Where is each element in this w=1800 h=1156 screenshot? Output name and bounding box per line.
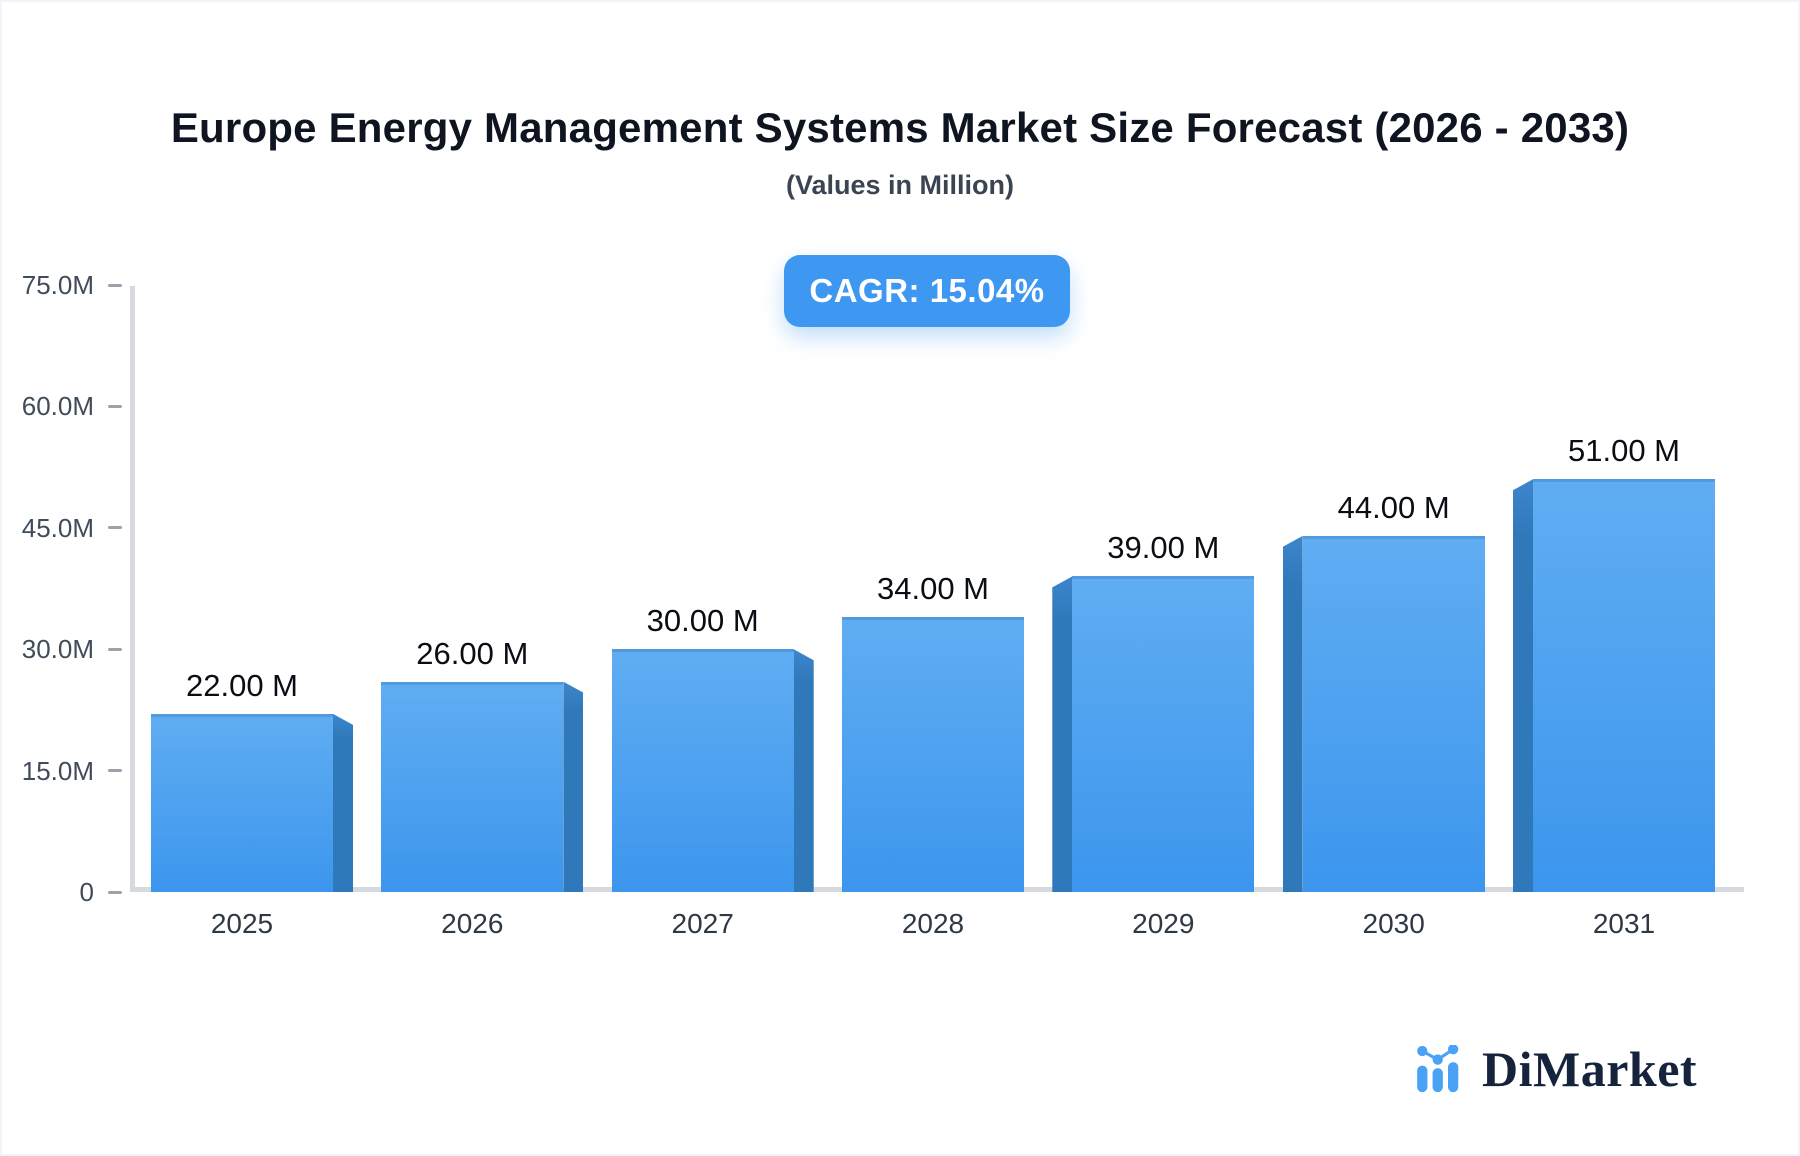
- bar-value-label: 51.00 M: [1567, 433, 1680, 469]
- bar-value-label: 30.00 M: [646, 603, 759, 639]
- bar-side-face: [333, 713, 353, 892]
- dimarket-logo: DiMarket: [1416, 1040, 1697, 1098]
- x-axis-label-2028: 2028: [901, 908, 965, 939]
- bar-2025: 22.00 M: [151, 668, 353, 892]
- bar-2031: 51.00 M: [1513, 433, 1715, 892]
- x-axis-label-2030: 2030: [1362, 908, 1425, 939]
- x-axis-label-2026: 2026: [441, 908, 504, 939]
- bar-side-face: [1282, 535, 1303, 892]
- bar-side-face: [793, 649, 814, 892]
- x-axis-label-2025: 2025: [210, 908, 274, 939]
- y-tick-mark: [108, 404, 122, 408]
- y-tick-label: 30.0M: [21, 634, 94, 665]
- bar-value-label: 44.00 M: [1337, 489, 1450, 525]
- y-tick-mark: [108, 890, 122, 894]
- y-tick-label: 15.0M: [21, 755, 94, 786]
- y-tick-label: 45.0M: [21, 512, 94, 543]
- y-tick-label: 75.0M: [21, 270, 94, 300]
- bar-face: [842, 616, 1024, 892]
- y-tick-mark: [108, 769, 122, 773]
- x-axis-label-2027: 2027: [671, 908, 734, 939]
- bar-2029: 39.00 M: [1052, 530, 1255, 892]
- y-axis-line: [130, 286, 135, 892]
- bar-value-label: 34.00 M: [876, 570, 989, 606]
- y-tick-mark: [108, 283, 122, 287]
- y-tick-label: 0: [79, 877, 94, 907]
- y-tick-mark: [108, 526, 122, 530]
- bar-2027: 30.00 M: [611, 603, 814, 892]
- bar-side-face: [1052, 576, 1073, 892]
- chart-title: Europe Energy Management Systems Market …: [170, 104, 1630, 151]
- bar-2026: 26.00 M: [381, 636, 584, 892]
- cagr-badge: CAGR: 15.04%: [784, 255, 1070, 327]
- x-axis-label-2029: 2029: [1132, 908, 1195, 939]
- y-tick-label: 60.0M: [21, 391, 94, 422]
- bar-face: [1072, 576, 1255, 892]
- bar-value-label: 22.00 M: [185, 667, 298, 703]
- bar-side-face: [563, 681, 584, 892]
- bar-2028: 34.00 M: [842, 571, 1024, 892]
- dimarket-logo-text: DiMarket: [1482, 1041, 1698, 1097]
- bar-value-label: 39.00 M: [1107, 530, 1220, 566]
- bar-face: [151, 713, 333, 892]
- bar-side-face: [1513, 479, 1533, 892]
- chart-subtitle: (Values in Million): [785, 170, 1015, 200]
- bar-face: [611, 649, 794, 892]
- bar-value-label: 26.00 M: [416, 635, 529, 671]
- bar-face: [381, 681, 564, 892]
- y-tick-mark: [108, 647, 122, 651]
- bar-chart-logo-icon: [1417, 1045, 1459, 1093]
- plot-area: 22.00 M 26.00 M 30.00 M 34.00 M 39.00 M 44.00…: [130, 285, 1744, 892]
- bar-2030: 44.00 M: [1282, 490, 1485, 892]
- bar-face: [1533, 479, 1715, 892]
- bar-face: [1302, 535, 1485, 892]
- x-axis-label-2031: 2031: [1592, 908, 1656, 939]
